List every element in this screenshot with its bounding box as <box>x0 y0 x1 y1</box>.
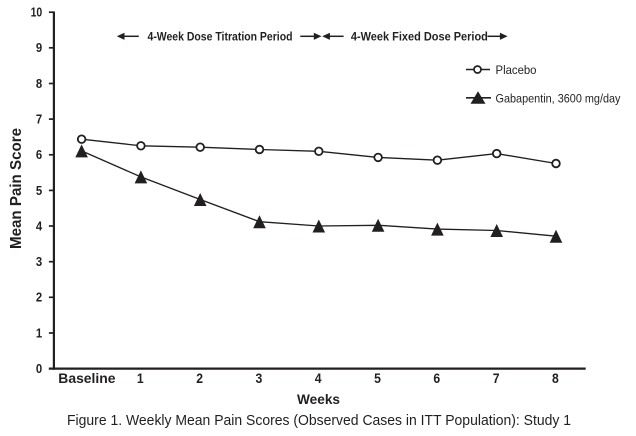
svg-text:4-Week Fixed Dose Period: 4-Week Fixed Dose Period <box>351 30 488 44</box>
svg-text:2: 2 <box>196 370 203 386</box>
svg-text:1: 1 <box>137 370 144 386</box>
svg-text:4: 4 <box>36 218 43 233</box>
svg-text:3: 3 <box>36 254 42 269</box>
svg-text:Placebo: Placebo <box>496 63 537 77</box>
svg-text:6: 6 <box>433 370 440 386</box>
svg-text:10: 10 <box>31 5 43 20</box>
svg-text:7: 7 <box>493 370 500 386</box>
svg-text:9: 9 <box>36 40 42 55</box>
svg-text:3: 3 <box>256 370 263 386</box>
svg-text:Baseline: Baseline <box>58 370 115 386</box>
svg-text:0: 0 <box>36 361 42 376</box>
svg-text:4-Week Dose Titration Period: 4-Week Dose Titration Period <box>148 30 293 44</box>
svg-text:4: 4 <box>315 370 322 386</box>
svg-text:5: 5 <box>374 370 381 386</box>
svg-text:7: 7 <box>36 112 42 127</box>
svg-text:8: 8 <box>552 370 559 386</box>
svg-text:1: 1 <box>36 325 42 340</box>
svg-text:8: 8 <box>36 76 42 91</box>
svg-text:Weeks: Weeks <box>297 391 340 407</box>
svg-text:Gabapentin, 3600 mg/day: Gabapentin, 3600 mg/day <box>496 91 622 105</box>
svg-text:5: 5 <box>36 183 42 198</box>
svg-text:Figure 1. Weekly Mean Pain Sco: Figure 1. Weekly Mean Pain Scores (Obser… <box>67 413 571 429</box>
svg-text:Mean Pain Score: Mean Pain Score <box>8 128 25 249</box>
svg-text:6: 6 <box>36 147 42 162</box>
svg-text:2: 2 <box>36 290 42 305</box>
